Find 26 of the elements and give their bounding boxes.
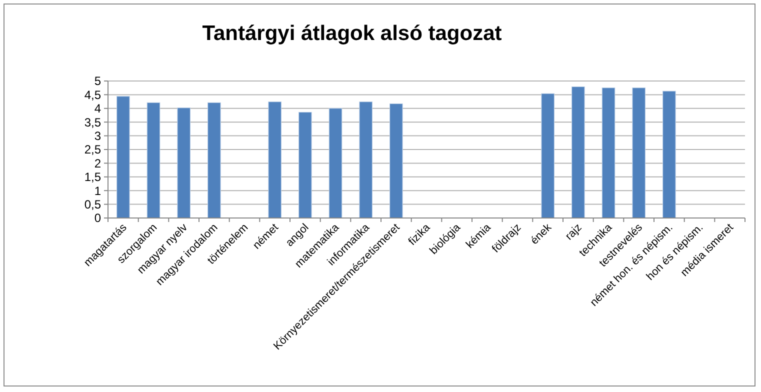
bar	[571, 86, 585, 218]
y-tick-label: 4	[94, 102, 102, 116]
y-tick-label: 0	[94, 211, 102, 226]
bar	[328, 108, 342, 218]
y-tick-label: 2	[94, 156, 102, 170]
bar	[146, 102, 160, 218]
y-tick-label: 2,5	[84, 142, 102, 157]
bar	[359, 102, 373, 218]
bar	[207, 102, 221, 218]
y-tick-label: 0,5	[84, 198, 102, 212]
y-tick-label: 3	[94, 129, 102, 143]
y-tick-label: 3,5	[84, 115, 102, 130]
bar	[662, 90, 676, 218]
y-tick-label: 1	[94, 184, 102, 198]
bar	[268, 102, 282, 218]
bar	[389, 103, 403, 218]
bar	[602, 88, 616, 218]
chart-title: Tantárgyi átlagok alsó tagozat	[202, 22, 502, 45]
bar	[298, 112, 312, 218]
y-tick-label: 4,5	[84, 88, 102, 102]
y-tick-label: 1,5	[84, 170, 102, 184]
bar	[116, 96, 130, 218]
y-tick-label: 5	[94, 74, 102, 88]
bar	[541, 93, 555, 218]
bar	[632, 88, 646, 218]
bar	[177, 108, 191, 218]
